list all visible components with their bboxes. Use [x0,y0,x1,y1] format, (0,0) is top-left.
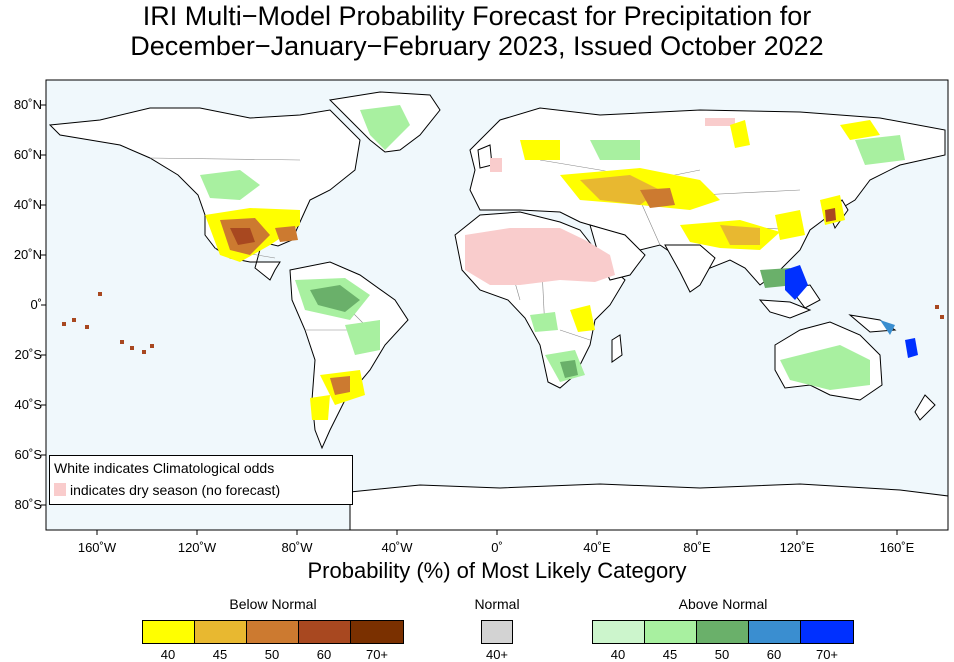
above-normal-label: Above Normal [678,596,768,612]
map-legend: White indicates Climatological odds indi… [49,455,353,505]
new-zealand [914,394,936,421]
below-tick-60: 60 [316,647,332,662]
above-normal-swatch-50 [696,620,749,644]
legend-dry-text: indicates dry season (no forecast) [70,482,281,498]
lat-label-0: 0˚ [30,297,42,312]
above-tick-70: 70+ [815,647,839,662]
below-normal-swatch-60 [298,620,351,644]
below-normal-areas [205,120,880,420]
legend-climatology-text: White indicates Climatological odds [54,460,275,476]
above-tick-50: 50 [714,647,730,662]
lon-label-40w: 40˚W [381,540,413,555]
below-normal-label: Below Normal [229,596,317,612]
below-tick-40: 40 [160,647,176,662]
above-tick-45: 45 [662,647,678,662]
lat-label-80s: 80˚S [14,497,42,512]
below-normal-swatch-70 [350,620,404,644]
lat-label-20n: 20˚N [13,247,42,262]
above-normal-areas [200,105,918,390]
lat-label-60n: 60˚N [13,147,42,162]
normal-swatch-40 [481,620,513,644]
lat-label-60s: 60˚S [14,447,42,462]
lat-label-20s: 20˚S [14,347,42,362]
normal-label: Normal [474,596,520,612]
below-normal-swatch-40 [142,620,195,644]
above-tick-40: 40 [610,647,626,662]
antarctica [349,483,949,531]
below-normal-swatch-50 [246,620,299,644]
new-guinea [848,314,897,333]
lon-label-160e: 160˚E [879,540,915,555]
below-tick-70: 70+ [365,647,389,662]
lon-label-120e: 120˚E [779,540,815,555]
below-tick-50: 50 [264,647,280,662]
lon-ticks [96,530,898,535]
normal-tick-40: 40+ [485,647,509,662]
map-title-line1: IRI Multi−Model Probability Forecast for… [142,1,812,31]
legend-dry-swatch [54,483,66,496]
lon-label-80e: 80˚E [683,540,711,555]
lon-label-120w: 120˚W [177,540,217,555]
below-tick-45: 45 [212,647,228,662]
lat-label-40n: 40˚N [13,197,42,212]
lat-ticks [41,104,46,506]
lon-label-40e: 40˚E [583,540,611,555]
colorbar-title: Probability (%) of Most Likely Category [307,558,687,583]
lat-label-40s: 40˚S [14,397,42,412]
map-title-line2: December−January−February 2023, Issued O… [130,31,824,61]
pacific-cells [62,292,944,354]
india [664,244,716,293]
dry-season-areas [465,118,735,285]
above-normal-swatch-70 [800,620,854,644]
above-tick-60: 60 [766,647,782,662]
lon-label-0: 0˚ [491,540,503,555]
below-normal-swatch-45 [194,620,247,644]
madagascar [611,334,623,363]
lon-label-160w: 160˚W [77,540,117,555]
above-normal-swatch-40 [592,620,645,644]
above-normal-swatch-60 [748,620,801,644]
lon-label-80w: 80˚W [281,540,313,555]
indonesia [758,299,812,319]
above-normal-swatch-45 [644,620,697,644]
lat-label-80n: 80˚N [13,97,42,112]
